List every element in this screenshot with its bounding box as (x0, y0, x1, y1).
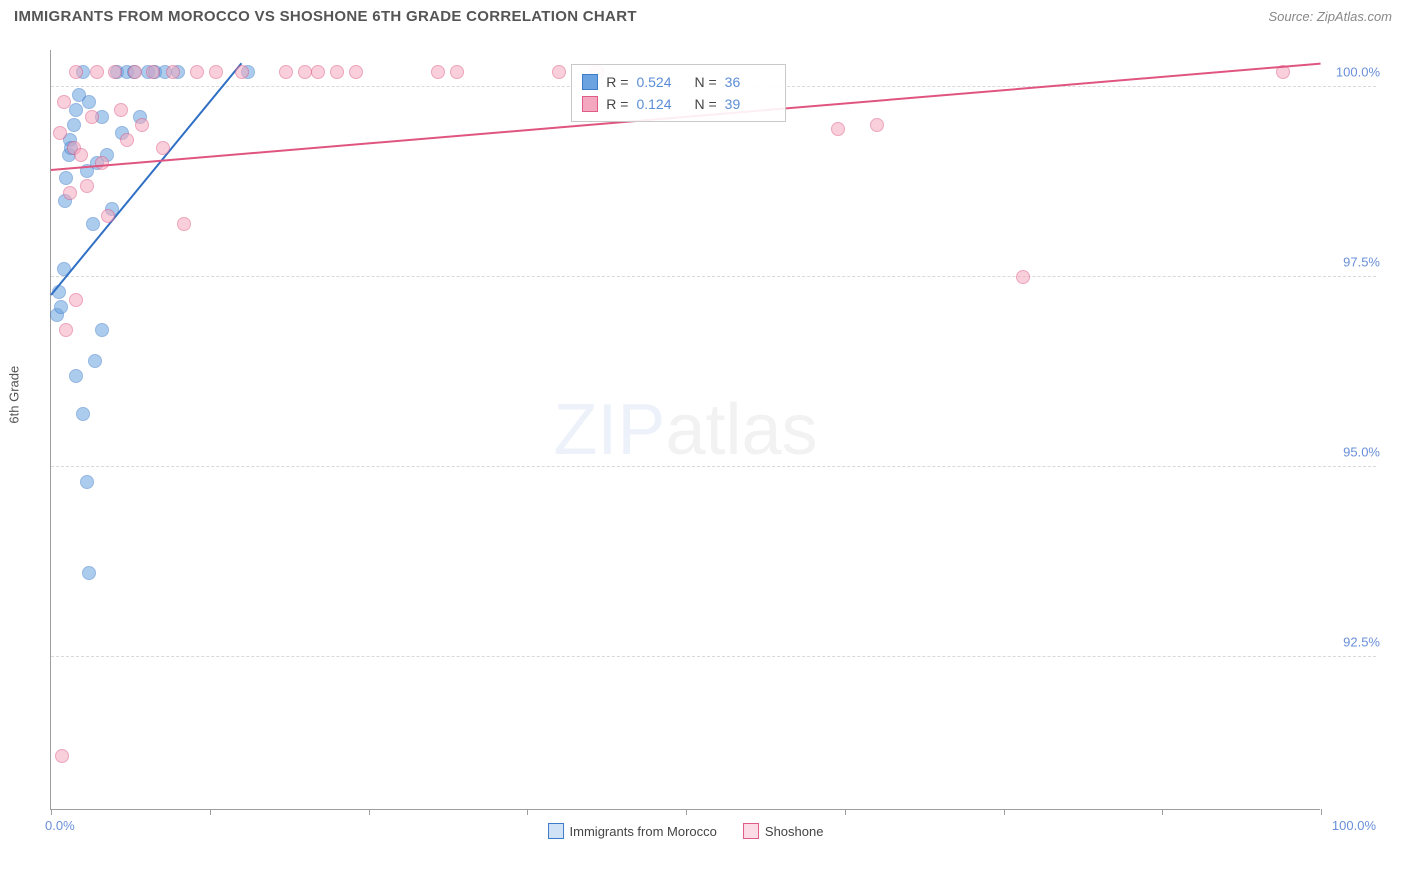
n-label: N = (694, 93, 716, 115)
y-tick-label: 97.5% (1343, 255, 1380, 270)
x-start-label: 0.0% (45, 818, 75, 833)
x-tick (527, 809, 528, 815)
data-point (69, 103, 83, 117)
data-point (82, 566, 96, 580)
data-point (128, 65, 142, 79)
chart-title: IMMIGRANTS FROM MOROCCO VS SHOSHONE 6TH … (14, 8, 637, 25)
data-point (80, 179, 94, 193)
gridline (51, 276, 1376, 277)
data-point (101, 209, 115, 223)
data-point (55, 749, 69, 763)
x-tick (51, 809, 52, 815)
data-point (69, 65, 83, 79)
data-point (156, 141, 170, 155)
x-tick (1004, 809, 1005, 815)
watermark: ZIPatlas (553, 389, 817, 471)
series-swatch (582, 74, 598, 90)
data-point (88, 354, 102, 368)
data-point (108, 65, 122, 79)
data-point (57, 95, 71, 109)
legend-item: Immigrants from Morocco (548, 823, 717, 839)
r-label: R = (606, 71, 628, 93)
data-point (431, 65, 445, 79)
data-point (114, 103, 128, 117)
data-point (63, 186, 77, 200)
data-point (349, 65, 363, 79)
x-tick (210, 809, 211, 815)
r-value: 0.124 (636, 93, 686, 115)
data-point (82, 95, 96, 109)
scatter-plot: ZIPatlas 92.5%95.0%97.5%100.0%0.0%100.0%… (50, 50, 1320, 810)
data-point (552, 65, 566, 79)
data-point (330, 65, 344, 79)
data-point (90, 65, 104, 79)
legend: Immigrants from Morocco Shoshone (548, 823, 824, 839)
data-point (54, 300, 68, 314)
x-tick (369, 809, 370, 815)
data-point (450, 65, 464, 79)
legend-swatch (548, 823, 564, 839)
data-point (1016, 270, 1030, 284)
data-point (85, 110, 99, 124)
data-point (95, 156, 109, 170)
data-point (177, 217, 191, 231)
data-point (235, 65, 249, 79)
data-point (74, 148, 88, 162)
r-value: 0.524 (636, 71, 686, 93)
data-point (120, 133, 134, 147)
data-point (311, 65, 325, 79)
data-point (76, 407, 90, 421)
legend-label: Shoshone (765, 824, 824, 839)
y-tick-label: 100.0% (1336, 65, 1380, 80)
y-tick-label: 92.5% (1343, 635, 1380, 650)
source-label: Source: ZipAtlas.com (1268, 9, 1392, 24)
n-label: N = (694, 71, 716, 93)
data-point (209, 65, 223, 79)
x-tick (1321, 809, 1322, 815)
legend-label: Immigrants from Morocco (570, 824, 717, 839)
data-point (279, 65, 293, 79)
data-point (59, 171, 73, 185)
n-value: 39 (725, 93, 775, 115)
legend-item: Shoshone (743, 823, 824, 839)
stats-row: R = 0.124 N = 39 (582, 93, 774, 115)
data-point (67, 118, 81, 132)
data-point (69, 293, 83, 307)
gridline (51, 466, 1376, 467)
n-value: 36 (725, 71, 775, 93)
data-point (95, 323, 109, 337)
data-point (80, 475, 94, 489)
gridline (51, 656, 1376, 657)
chart-area: 6th Grade ZIPatlas 92.5%95.0%97.5%100.0%… (42, 40, 1392, 850)
r-label: R = (606, 93, 628, 115)
data-point (53, 126, 67, 140)
data-point (146, 65, 160, 79)
x-tick (686, 809, 687, 815)
data-point (166, 65, 180, 79)
data-point (870, 118, 884, 132)
data-point (135, 118, 149, 132)
data-point (831, 122, 845, 136)
x-end-label: 100.0% (1332, 818, 1376, 833)
y-tick-label: 95.0% (1343, 445, 1380, 460)
stats-row: R = 0.524 N = 36 (582, 71, 774, 93)
data-point (86, 217, 100, 231)
data-point (59, 323, 73, 337)
x-tick (1162, 809, 1163, 815)
data-point (69, 369, 83, 383)
stats-box: R = 0.524 N = 36 R = 0.124 N = 39 (571, 64, 785, 122)
data-point (190, 65, 204, 79)
x-tick (845, 809, 846, 815)
y-axis-label: 6th Grade (7, 366, 22, 424)
series-swatch (582, 96, 598, 112)
legend-swatch (743, 823, 759, 839)
